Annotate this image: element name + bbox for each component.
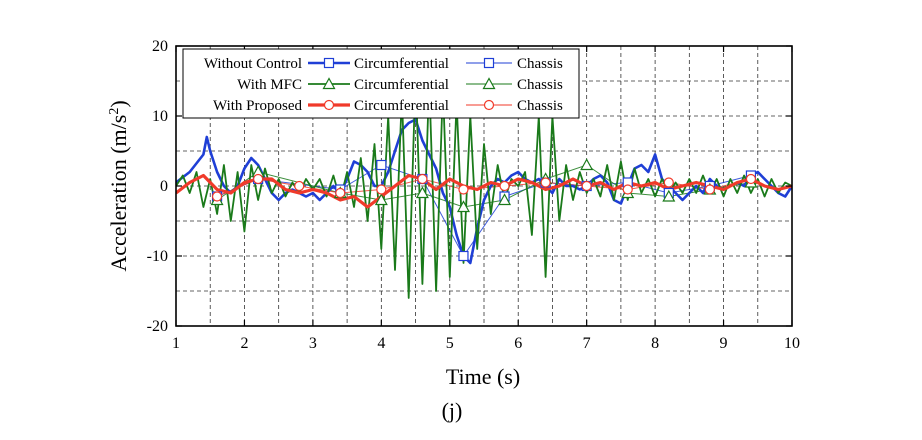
x-tick-label: 7 — [583, 335, 591, 352]
y-axis-title: Acceleration (m/s2) — [106, 100, 131, 271]
series-marker — [253, 173, 264, 185]
series-marker — [294, 180, 305, 192]
series-marker — [376, 159, 387, 171]
legend-circumferential-label: Circumferential — [354, 98, 449, 114]
series-marker — [458, 184, 469, 195]
x-tick-label: 9 — [720, 335, 728, 352]
legend-chassis-marker — [482, 77, 496, 90]
y-axis-title-superscript: 2 — [107, 108, 122, 115]
legend-circumferential-marker — [322, 77, 336, 90]
x-tick-label: 1 — [172, 335, 180, 352]
x-tick-label: 2 — [240, 335, 248, 352]
series-marker — [417, 173, 428, 185]
legend-row-label: With MFC — [237, 77, 302, 93]
series-layer — [176, 73, 792, 299]
series-marker — [415, 186, 429, 199]
y-tick-label: -20 — [147, 318, 168, 335]
series-marker — [498, 193, 512, 206]
axis-ticks: 1 2 3 4 5 6 7 8 9 10 -20 -10 0 10 20 — [147, 38, 800, 352]
legend-circumferential-marker — [323, 99, 335, 111]
y-tick-label: 20 — [152, 38, 168, 55]
legend-chassis-marker — [483, 57, 495, 69]
series-circumferential-line — [176, 118, 792, 265]
legend-row-label: With Proposed — [213, 98, 302, 114]
legend-circumferential-label: Circumferential — [354, 56, 449, 72]
series-marker — [456, 200, 470, 213]
legend-chassis-label: Chassis — [517, 77, 563, 93]
series-marker — [540, 177, 551, 188]
x-tick-label: 8 — [651, 335, 659, 352]
series-marker — [335, 187, 346, 199]
series-marker — [704, 184, 715, 195]
legend-chassis-marker — [483, 99, 495, 111]
y-axis-title-main: Acceleration (m/s — [106, 115, 131, 272]
x-tick-label: 4 — [377, 335, 385, 352]
series-circumferential-line — [176, 73, 792, 299]
series-marker — [211, 191, 223, 202]
x-tick-label: 6 — [514, 335, 522, 352]
series-marker — [376, 184, 387, 195]
y-tick-label: 0 — [160, 178, 168, 195]
series-marker — [622, 184, 633, 195]
x-tick-label: 3 — [309, 335, 317, 352]
x-axis-title: Time (s) — [446, 364, 520, 389]
legend-circumferential-label: Circumferential — [354, 77, 449, 93]
legend: Without Control Circumferential Chassis Wit… — [182, 48, 580, 119]
legend-box — [182, 48, 580, 119]
y-tick-label: -10 — [147, 248, 168, 265]
series-marker — [745, 173, 757, 185]
series-marker — [663, 177, 674, 188]
y-axis-title-close: ) — [106, 100, 131, 107]
series-marker — [458, 250, 469, 262]
series-circumferential-line — [176, 173, 792, 209]
series-marker — [662, 189, 676, 202]
series-marker — [580, 158, 594, 171]
figure-caption: (j) — [442, 398, 463, 423]
legend-circumferential-marker — [323, 57, 335, 69]
legend-chassis-label: Chassis — [517, 56, 563, 72]
series-marker — [499, 180, 510, 192]
x-tick-label: 5 — [446, 335, 454, 352]
series-marker — [581, 180, 592, 192]
y-tick-label: 10 — [152, 108, 168, 125]
legend-chassis-label: Chassis — [517, 98, 563, 114]
legend-row-label: Without Control — [204, 56, 302, 72]
x-tick-label: 10 — [784, 335, 800, 352]
series-marker — [374, 193, 388, 206]
